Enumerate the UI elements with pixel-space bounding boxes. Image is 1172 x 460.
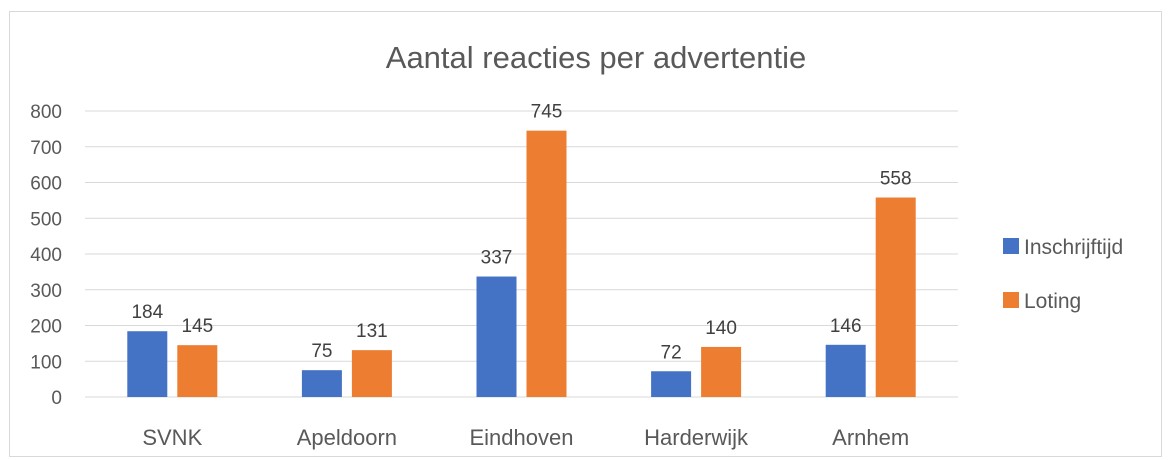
data-labels: 184 145 75 131 337 745 72 140 146 558 xyxy=(131,102,911,364)
bar xyxy=(477,277,517,397)
x-axis-ticks: SVNK Apeldoorn Eindhoven Harderwijk Arnhem xyxy=(142,425,909,450)
y-tick-label: 100 xyxy=(30,352,62,373)
data-label: 337 xyxy=(481,248,513,269)
y-tick-label: 600 xyxy=(30,174,62,195)
data-label: 184 xyxy=(131,302,163,323)
bars xyxy=(127,131,915,397)
data-label: 140 xyxy=(705,318,737,339)
bar xyxy=(527,131,567,397)
legend-swatch xyxy=(1003,238,1019,254)
y-axis-ticks: 0 100 200 300 400 500 600 700 800 xyxy=(30,102,62,409)
y-tick-label: 500 xyxy=(30,209,62,230)
bar xyxy=(651,371,691,397)
legend: Inschrijftijd Loting xyxy=(1003,236,1123,313)
bar xyxy=(177,345,217,397)
data-label: 75 xyxy=(311,341,332,362)
bar xyxy=(701,347,741,397)
data-label: 72 xyxy=(661,342,682,363)
data-label: 131 xyxy=(356,321,388,342)
legend-swatch xyxy=(1003,292,1019,308)
x-tick-label: Harderwijk xyxy=(644,425,749,450)
legend-label: Inschrijftijd xyxy=(1024,236,1123,259)
legend-label: Loting xyxy=(1024,290,1081,313)
bar xyxy=(826,345,866,397)
data-label: 558 xyxy=(880,169,912,190)
data-label: 745 xyxy=(531,102,563,123)
x-tick-label: Apeldoorn xyxy=(297,425,397,450)
bar xyxy=(352,350,392,397)
data-label: 146 xyxy=(830,316,862,337)
x-tick-label: SVNK xyxy=(142,425,202,450)
y-tick-label: 300 xyxy=(30,281,62,302)
y-tick-label: 700 xyxy=(30,138,62,159)
y-tick-label: 800 xyxy=(30,102,62,123)
chart-title: Aantal reacties per advertentie xyxy=(386,40,806,75)
y-tick-label: 400 xyxy=(30,245,62,266)
x-tick-label: Eindhoven xyxy=(470,425,574,450)
data-label: 145 xyxy=(181,316,213,337)
bar xyxy=(302,370,342,397)
bar xyxy=(127,331,167,397)
y-tick-label: 200 xyxy=(30,317,62,338)
x-tick-label: Arnhem xyxy=(832,425,909,450)
bar xyxy=(876,198,916,397)
y-tick-label: 0 xyxy=(51,388,62,409)
